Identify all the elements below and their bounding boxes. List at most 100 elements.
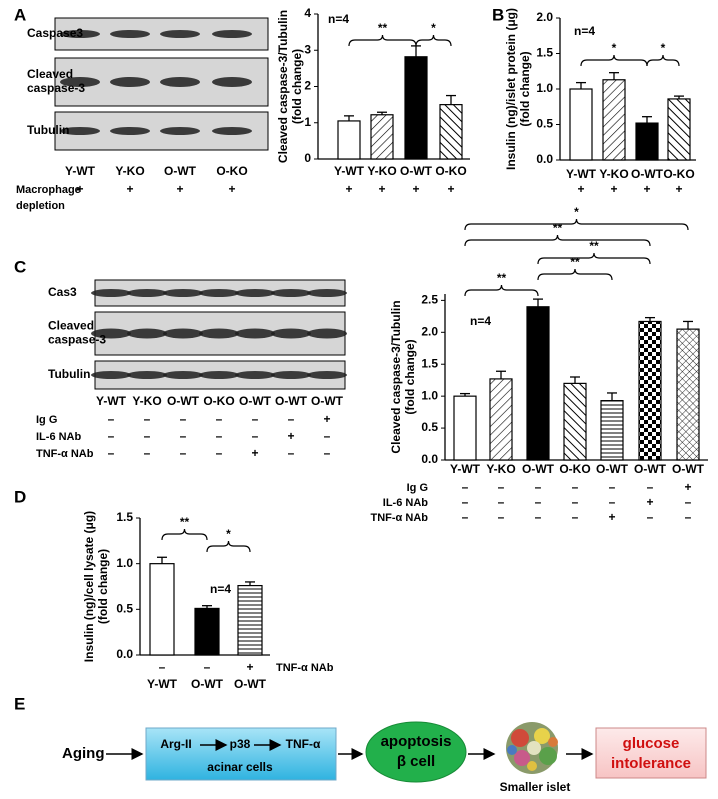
y-tick-label: 2.5 (421, 293, 438, 307)
beta-cell (365, 721, 467, 783)
bar (602, 79, 626, 161)
treatment-label: IL-6 NAb (36, 431, 82, 443)
cell-text: apoptosis (381, 733, 452, 750)
treatment-label: Ig G (407, 482, 428, 494)
x-tick-label: Y-KO (486, 462, 515, 476)
blot-band (60, 127, 100, 135)
x-tick-label: O-WT (631, 167, 664, 181)
box-text: p38 (230, 737, 251, 751)
box-note: acinar cells (207, 760, 273, 774)
cell-text: β cell (397, 753, 435, 770)
x-tick-label: O-KO (663, 167, 694, 181)
x-tick-label: Y-WT (450, 462, 481, 476)
blot-band (235, 371, 275, 379)
treatment-sign: + (126, 182, 133, 196)
significance-label: ** (378, 21, 388, 35)
significance-label: ** (497, 271, 507, 285)
blot-band (307, 371, 347, 379)
bar (237, 584, 263, 656)
treatment-label: depletion (16, 200, 65, 212)
y-tick-label: 0.5 (116, 602, 133, 616)
blot-band (60, 30, 100, 38)
significance-bracket (537, 252, 651, 265)
annotation: n=4 (574, 24, 595, 38)
treatment-sign: + (447, 182, 454, 196)
treatment-sign: – (462, 510, 469, 524)
lane-label: O-WT (167, 394, 200, 408)
blot-band (60, 77, 100, 87)
bar (453, 395, 477, 461)
blot-band (91, 289, 131, 297)
treatment-sign: – (108, 429, 115, 443)
bar (439, 104, 463, 160)
blot-band (271, 328, 311, 339)
significance-bracket (537, 268, 613, 281)
blot-band (127, 328, 167, 339)
treatment-sign: – (535, 495, 542, 509)
significance-label: ** (180, 515, 190, 529)
y-tick-label: 0.5 (421, 420, 438, 434)
x-tick-label: O-WT (234, 677, 267, 691)
treatment-sign: – (572, 510, 579, 524)
blot-band (235, 289, 275, 297)
lane-label: Y-WT (65, 164, 96, 178)
treatment-sign: + (675, 182, 682, 196)
treatment-sign: – (498, 510, 505, 524)
annotation: n=4 (328, 12, 349, 26)
significance-label: ** (553, 221, 563, 235)
x-tick-label: Y-KO (367, 164, 396, 178)
treatment-sign: + (345, 182, 352, 196)
x-tick-label: Y-WT (147, 677, 178, 691)
y-tick-label: 1.0 (421, 388, 438, 402)
blot-band (110, 127, 150, 135)
x-tick-label: O-KO (435, 164, 466, 178)
treatment-sign: – (324, 429, 331, 443)
significance-bracket (464, 218, 689, 231)
y-axis-label: Insulin (ng)/islet protein (μg) (504, 8, 518, 170)
y-axis-label: Cleaved caspase-3/Tubulin (389, 300, 403, 453)
box-text: TNF-α (286, 737, 321, 751)
y-tick-label: 0 (304, 151, 311, 165)
x-tick-label: O-WT (672, 462, 705, 476)
significance-bracket (464, 234, 651, 247)
blot-band (271, 289, 311, 297)
treatment-sign: – (462, 495, 469, 509)
treatment-sign: + (246, 660, 253, 674)
bar (404, 56, 428, 160)
treatment-sign: – (204, 660, 211, 674)
y-tick-label: 1.5 (536, 46, 553, 60)
significance-bracket (206, 540, 251, 553)
blot-band (199, 328, 239, 339)
treatment-sign: – (216, 429, 223, 443)
treatment-sign: + (228, 182, 235, 196)
treatment-sign: – (108, 412, 115, 426)
blot-band (163, 289, 203, 297)
panel-label: B (492, 5, 504, 24)
bar (370, 114, 394, 160)
diagram-input: Aging (62, 745, 105, 762)
x-tick-label: Y-WT (566, 167, 597, 181)
bar (526, 306, 550, 461)
x-tick-label: Y-KO (599, 167, 628, 181)
significance-label: * (612, 41, 617, 55)
islet-image (506, 722, 558, 774)
bar (600, 400, 624, 461)
treatment-sign: – (216, 412, 223, 426)
treatment-sign: – (462, 480, 469, 494)
treatment-sign: – (180, 446, 187, 460)
lane-label: Y-WT (96, 394, 127, 408)
x-tick-label: O-KO (559, 462, 590, 476)
treatment-sign: – (144, 412, 151, 426)
treatment-sign: + (378, 182, 385, 196)
pathway-diagram: Aging Arg-II p38 TNF-α acinar cells apop… (62, 721, 707, 794)
x-tick-label: O-WT (634, 462, 667, 476)
treatment-sign: – (216, 446, 223, 460)
treatment-sign: + (608, 510, 615, 524)
treatment-sign: – (252, 412, 259, 426)
significance-bracket (348, 34, 417, 47)
treatment-sign: – (180, 412, 187, 426)
treatment-sign: – (288, 446, 295, 460)
blot-band (160, 127, 200, 135)
treatment-label: IL-6 NAb (383, 497, 429, 509)
significance-label: ** (570, 255, 580, 269)
